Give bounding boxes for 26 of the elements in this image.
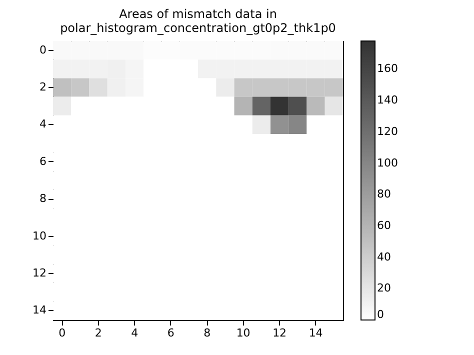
color-bar-label: 40: [377, 250, 391, 264]
x-tick-label: 8: [204, 326, 211, 340]
color-bar-label: 160: [377, 62, 398, 76]
x-tick-label: 0: [58, 326, 66, 340]
color-bar-label: 140: [377, 94, 398, 107]
y-tick-label: 14: [32, 304, 46, 317]
color-bar-label: 80: [377, 188, 391, 201]
y-tick-label: 12: [32, 266, 46, 280]
color-bar-label: 100: [377, 156, 398, 170]
y-tick-label: 6: [40, 154, 46, 168]
chart-title: Areas of mismatch data in polar_histogram_concentration_gt0p2_thk1p0: [60, 7, 336, 35]
x-tick-label: 2: [94, 326, 102, 340]
x-tick-label: 10: [236, 326, 250, 340]
y-tick-label: 10: [32, 229, 46, 242]
color-bar-label: 0: [377, 308, 384, 321]
color-bar-label: 120: [377, 124, 398, 138]
y-tick-label: 2: [40, 80, 46, 94]
y-tick-label: 0: [40, 43, 46, 56]
color-bar-label: 20: [377, 282, 391, 295]
y-tick-label: 8: [40, 192, 46, 206]
x-tick-label: 12: [272, 326, 287, 340]
x-tick-label: 4: [131, 326, 138, 340]
y-tick-label: 4: [40, 118, 46, 131]
x-tick-label: 14: [308, 326, 323, 340]
x-tick-label: 6: [167, 326, 174, 340]
color-bar-label: 60: [377, 218, 391, 232]
